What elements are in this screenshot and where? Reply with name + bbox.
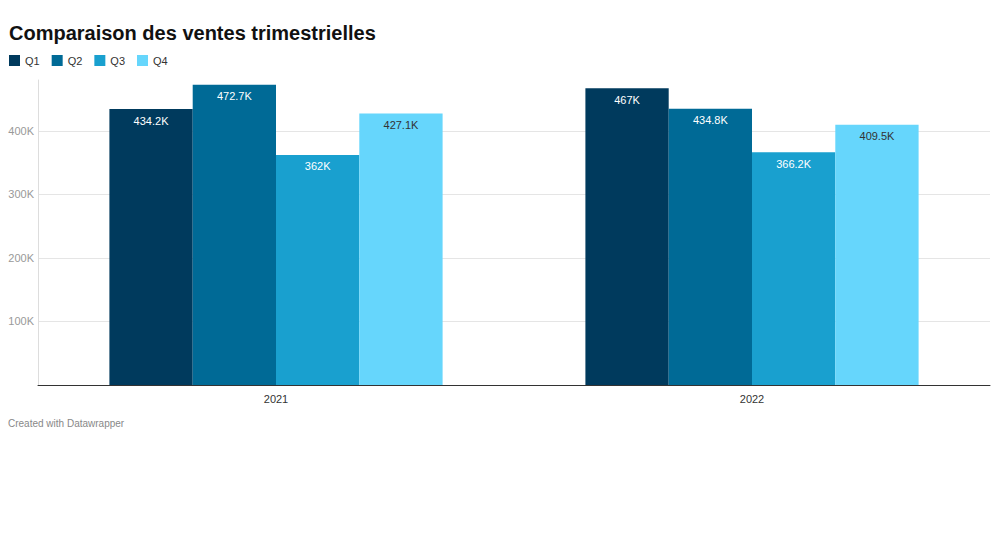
svg-text:366.2K: 366.2K: [776, 158, 812, 170]
svg-text:472.7K: 472.7K: [217, 90, 253, 102]
svg-text:Comparaison des ventes trimest: Comparaison des ventes trimestrielles: [9, 22, 376, 44]
svg-text:Q3: Q3: [110, 55, 125, 67]
svg-text:427.1K: 427.1K: [384, 119, 420, 131]
svg-text:434.2K: 434.2K: [134, 115, 170, 127]
svg-text:2021: 2021: [264, 393, 288, 405]
svg-text:Created with Datawrapper: Created with Datawrapper: [8, 418, 125, 429]
svg-text:Q4: Q4: [153, 55, 168, 67]
svg-text:409.5K: 409.5K: [860, 130, 896, 142]
svg-text:400K: 400K: [8, 125, 34, 137]
svg-text:2022: 2022: [740, 393, 764, 405]
svg-text:362K: 362K: [305, 160, 331, 172]
svg-text:300K: 300K: [8, 188, 34, 200]
svg-text:100K: 100K: [8, 315, 34, 327]
svg-text:434.8K: 434.8K: [693, 114, 729, 126]
svg-text:200K: 200K: [8, 252, 34, 264]
svg-text:467K: 467K: [614, 94, 640, 106]
svg-text:Q1: Q1: [25, 55, 40, 67]
svg-text:Q2: Q2: [68, 55, 83, 67]
